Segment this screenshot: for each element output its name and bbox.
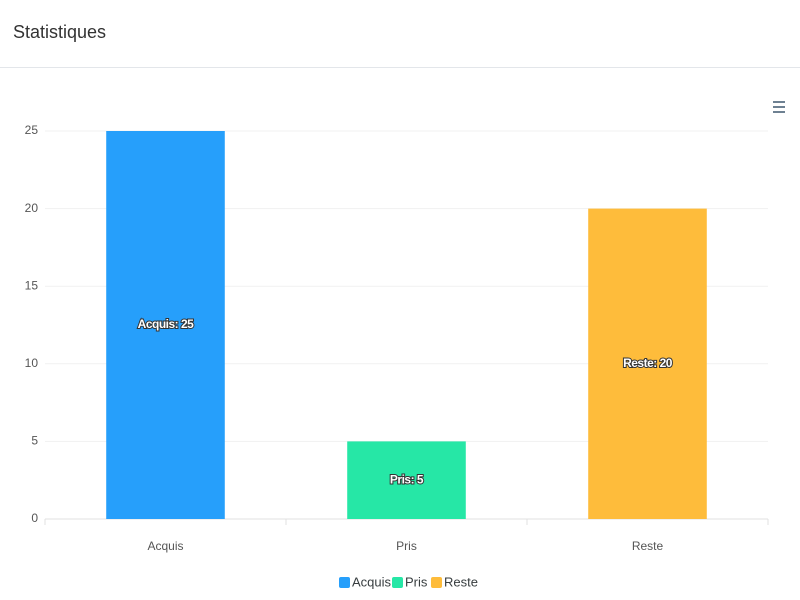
menu-icon[interactable]: [773, 101, 785, 113]
y-tick-label: 10: [25, 356, 39, 370]
bar: [588, 208, 707, 519]
bar: [347, 441, 466, 519]
y-tick-label: 5: [31, 434, 38, 448]
legend-swatch: [392, 577, 403, 588]
data-label: Reste: 20: [623, 356, 673, 370]
data-label: Acquis: 25: [138, 317, 195, 331]
menu-bar[interactable]: [773, 101, 785, 103]
x-tick-label: Acquis: [147, 539, 183, 553]
y-tick-label: 15: [25, 278, 39, 292]
x-tick-label: Pris: [396, 539, 417, 553]
card-title: Statistiques: [13, 22, 107, 42]
menu-bar[interactable]: [773, 106, 785, 108]
legend-swatch: [431, 577, 442, 588]
legend-label: Reste: [444, 574, 478, 589]
card-header: Statistiques: [0, 0, 800, 68]
legend-label: Pris: [405, 574, 428, 589]
legend-swatch: [339, 577, 350, 588]
y-tick-label: 25: [25, 123, 39, 137]
y-tick-label: 20: [25, 201, 39, 215]
x-tick-label: Reste: [632, 539, 664, 553]
menu-bar[interactable]: [773, 111, 785, 113]
data-label: Pris: 5: [390, 472, 424, 486]
bar: [106, 131, 225, 519]
y-tick-label: 0: [31, 511, 38, 525]
legend-label: Acquis: [352, 574, 392, 589]
